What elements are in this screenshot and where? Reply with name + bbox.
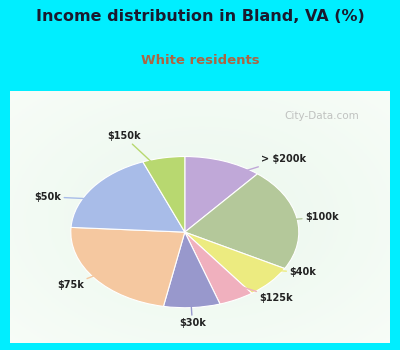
Text: $30k: $30k (179, 286, 206, 328)
Wedge shape (185, 232, 252, 304)
Wedge shape (185, 232, 285, 293)
Wedge shape (164, 232, 220, 308)
Text: $100k: $100k (266, 212, 338, 222)
Text: $40k: $40k (246, 267, 316, 278)
Wedge shape (185, 174, 299, 268)
Text: City-Data.com: City-Data.com (284, 111, 359, 121)
Wedge shape (71, 162, 185, 232)
Wedge shape (143, 156, 185, 232)
Text: $75k: $75k (57, 266, 120, 290)
Wedge shape (185, 156, 258, 232)
Text: $150k: $150k (107, 131, 170, 178)
Text: Income distribution in Bland, VA (%): Income distribution in Bland, VA (%) (36, 9, 364, 24)
Text: $125k: $125k (222, 281, 293, 303)
Text: $50k: $50k (34, 192, 118, 202)
Text: White residents: White residents (141, 54, 259, 67)
Wedge shape (71, 228, 185, 306)
Text: > $200k: > $200k (213, 154, 306, 181)
